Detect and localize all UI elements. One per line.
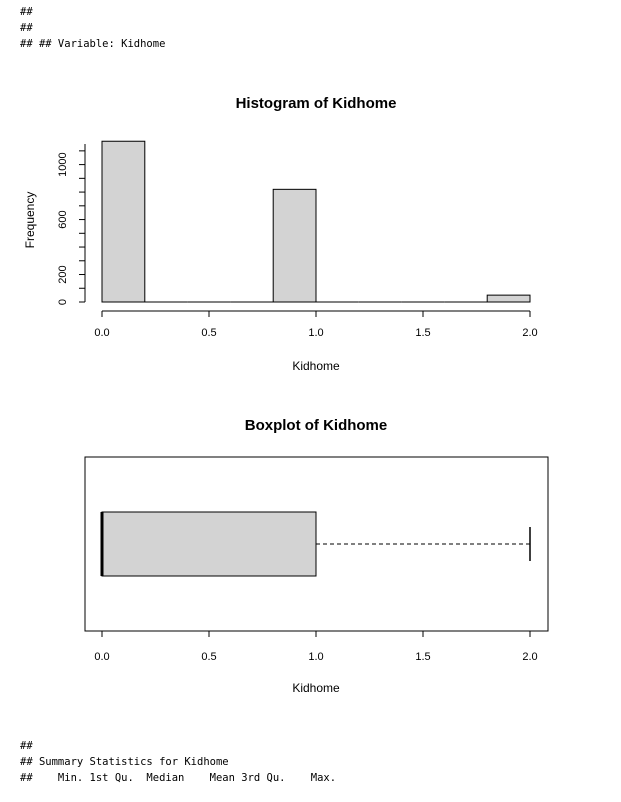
console-line-3: ## ## Variable: Kidhome [20,38,166,50]
boxplot-box [101,511,317,577]
boxplot-x-tick-label: 0.5 [201,651,216,663]
histogram-bar [272,188,317,303]
histogram-bar [486,294,531,303]
histogram-y-tick-label: 600 [57,210,69,228]
histogram-x-tick-label: 1.0 [308,327,323,339]
histogram-y-tick-label: 1000 [57,152,69,176]
histogram-xlabel: Kidhome [292,359,340,373]
histogram-bar [101,140,146,303]
histogram-chart: Histogram of Kidhome Kidhome Frequency 0… [23,95,538,373]
boxplot-frame [84,456,549,632]
console-line-4: ## [20,740,33,752]
histogram-title: Histogram of Kidhome [236,95,397,112]
histogram-y-tick-label: 0 [57,299,69,305]
boxplot-x-tick-label: 1.0 [308,651,323,663]
boxplot-x-tick-label: 2.0 [522,651,537,663]
boxplot-title: Boxplot of Kidhome [245,417,388,434]
histogram-ylabel: Frequency [23,192,37,249]
console-line-6: ## Min. 1st Qu. Median Mean 3rd Qu. Max. [20,772,337,784]
boxplot-x-tick-label: 1.5 [415,651,430,663]
boxplot-x-tick-label: 0.0 [94,651,109,663]
boxplot-xlabel: Kidhome [292,681,340,695]
console-line-2: ## [20,22,33,34]
histogram-x-tick-label: 0.5 [201,327,216,339]
histogram-y-tick-label: 200 [57,265,69,283]
histogram-x-tick-label: 1.5 [415,327,430,339]
console-line-5: ## Summary Statistics for Kidhome [20,756,229,768]
histogram-x-tick-label: 2.0 [522,327,537,339]
console-line-1: ## [20,6,33,18]
histogram-x-tick-label: 0.0 [94,327,109,339]
